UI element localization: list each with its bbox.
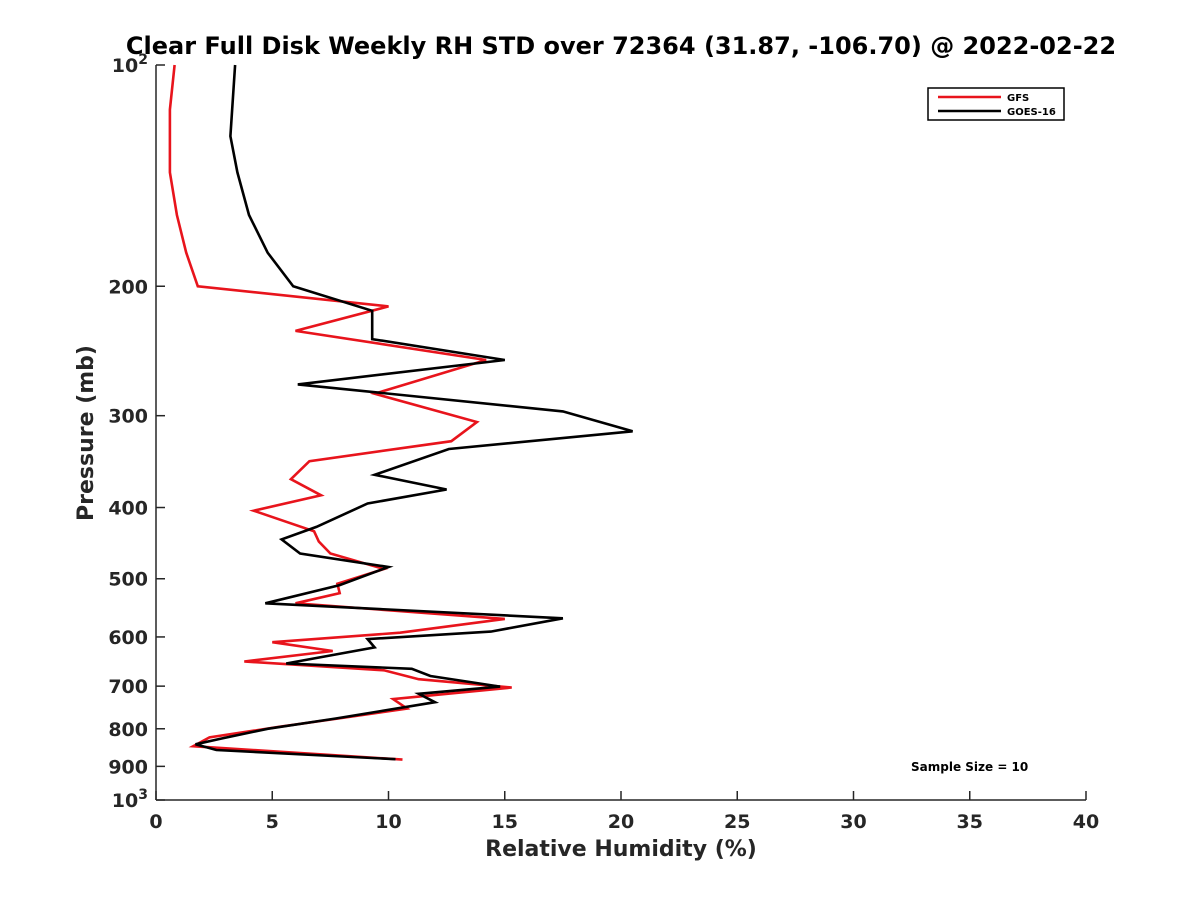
y-tick-base: 10 [112,790,138,812]
y-tick-base: 10 [112,55,138,77]
y-tick-label: 103 [112,787,148,812]
series-line-gfs [168,64,512,761]
chart-title: Clear Full Disk Weekly RH STD over 72364… [126,32,1116,60]
y-tick-label: 200 [108,276,148,298]
x-tick-label: 15 [492,811,518,833]
y-tick-label: 600 [108,627,148,649]
y-tick-label: 900 [108,756,148,778]
x-tick-label: 20 [608,811,634,833]
x-tick-label: 25 [724,811,750,833]
x-tick-label: 5 [266,811,279,833]
x-axis-ticks: 0 5 10 15 20 25 30 35 40 [149,791,1099,833]
y-tick-label: 102 [112,52,148,77]
legend-box [927,87,1065,121]
x-tick-label: 35 [957,811,983,833]
plot-area [155,64,1086,801]
x-tick-label: 10 [375,811,401,833]
y-tick-exponent: 3 [138,787,148,803]
series-layer [168,64,633,761]
x-axis-label: Relative Humidity (%) [485,837,757,862]
x-tick-label: 40 [1073,811,1099,833]
y-tick-exponent: 2 [138,52,148,68]
series-line-goes-16 [195,64,633,761]
y-tick-label: 400 [108,498,148,520]
legend-label: GFS [1007,93,1029,104]
legend-label: GOES-16 [1007,107,1056,118]
y-tick-label: 300 [108,406,148,428]
sample-size-annotation: Sample Size = 10 [911,760,1028,774]
x-tick-label: 30 [840,811,866,833]
y-tick-label: 700 [108,676,148,698]
y-tick-label: 500 [108,569,148,591]
legend: GFS GOES-16 [927,87,1065,121]
y-tick-label: 800 [108,719,148,741]
y-axis-label: Pressure (mb) [74,345,99,521]
x-tick-label: 0 [149,811,162,833]
